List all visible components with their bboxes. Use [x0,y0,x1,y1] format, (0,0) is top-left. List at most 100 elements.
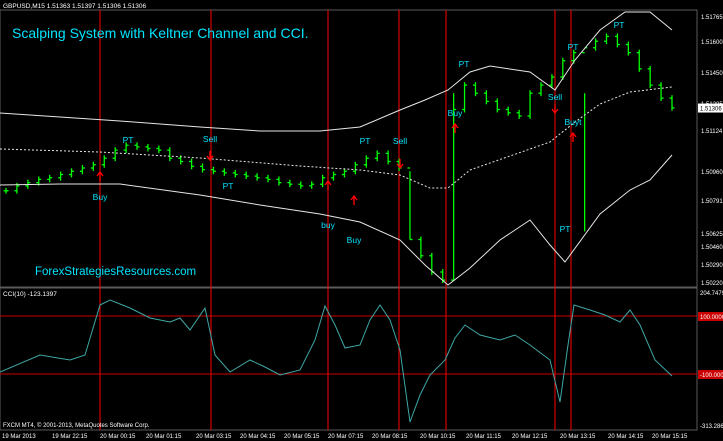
arrow-up-icon [324,179,332,190]
price-bar [331,171,337,181]
cci-level-box [698,312,723,321]
time-tick-label: 20 Mar 11:15 [466,434,502,440]
arrow-down-icon [396,159,404,170]
signal-buy: Buy [448,108,463,133]
time-tick-label: 19 Mar 22:15 [52,434,88,440]
price-tick-label: 1.51124 [701,129,723,135]
price-bar [200,163,206,173]
time-tick-label: 20 Mar 07:15 [328,434,364,440]
price-bar [483,90,489,105]
price-bars [3,33,675,284]
price-bar [494,98,500,113]
price-bar [210,166,216,175]
price-bar [79,165,85,175]
price-bar [265,174,271,183]
price-tick-label: 1.50460 [701,245,723,251]
signal-label: Sell [393,136,407,146]
price-bar [221,168,227,176]
price-bar [112,147,118,162]
price-bar [189,158,195,170]
time-tick-label: 20 Mar 01:15 [146,434,182,440]
price-bar [593,38,599,51]
price-bar [451,93,457,281]
cci-tick-label: -313.2863 [700,424,723,430]
time-tick-label: 20 Mar 05:15 [284,434,320,440]
price-bar [309,181,315,189]
price-bar [69,168,75,178]
cci-axis: 204.7479 100.0000 -100.0000 -313.2863 [698,291,723,430]
price-bar [385,150,391,165]
price-bar [276,176,282,186]
cci-line [0,299,673,423]
price-tick-label: 1.50220 [701,281,723,287]
keltner-upper-band [0,11,673,132]
signal-label: PT [614,20,625,30]
time-tick-label: 20 Mar 15:15 [652,434,688,440]
price-bar [625,41,631,56]
price-bar [549,74,555,89]
price-bar [320,174,326,188]
price-bar [516,109,522,119]
signal-label: PT [560,224,571,234]
cci-tick-label: 204.7479 [700,291,723,297]
price-bar [636,49,642,72]
time-tick-label: 20 Mar 14:15 [608,434,644,440]
price-bar [527,90,533,119]
signal-pt: PT [223,181,234,191]
time-tick-label: 20 Mar 12:15 [512,434,548,440]
price-tick-label: 1.50960 [701,170,723,176]
signal-buy: Buy [93,170,108,202]
price-bar [407,167,413,241]
signal-label: PT [360,136,371,146]
price-bar [614,33,620,48]
signal-lines [99,10,572,430]
time-tick-label: 20 Mar 13:15 [560,434,596,440]
signal-sell: Sell [203,134,217,162]
price-tick-label: 1.51600 [701,40,723,46]
signal-label: PT [123,135,134,145]
signal-buy: Buy [347,194,362,245]
time-axis: 19 Mar 2013 19 Mar 22:15 20 Mar 00:15 20 Ma… [2,434,688,440]
price-bar [58,171,64,181]
signal-pt: PT [360,136,371,146]
price-tick-label: 1.51450 [701,71,723,77]
time-tick-label: 20 Mar 04:15 [240,434,276,440]
signal-label: PT [459,59,470,69]
keltner-middle-line [0,86,673,189]
price-bar [658,82,664,102]
arrow-up-icon [350,194,358,205]
price-bar [101,155,107,168]
price-tick-label: 1.51765 [701,15,723,21]
arrow-up-icon [569,131,577,142]
arrow-down-icon [206,151,214,162]
price-bar [472,82,478,97]
footer-copyright: FXCM MT4, © 2001-2013, MetaQuotes Softwa… [3,422,150,429]
price-bar [418,236,424,259]
signal-label: Buy [93,192,108,202]
price-bar [232,169,238,178]
signal-sell: Sell [393,136,407,170]
price-bar [134,142,140,150]
signal-label: Sell [203,134,217,144]
cci-level-box [698,370,723,379]
time-tick-label: 20 Mar 03:15 [196,434,232,440]
price-tick-label: 1.50791 [701,199,723,205]
price-bar [538,82,544,97]
time-tick-label: 19 Mar 2013 [2,434,36,440]
cci-tick-label: -100.0000 [700,373,723,379]
signal-pt: PT [560,224,571,234]
time-tick-label: 20 Mar 10:15 [420,434,456,440]
signal-label: PT [223,181,234,191]
signal-pt: PT [568,42,579,52]
signal-label: Buyt [564,117,582,127]
signal-buy: Buyt [564,117,582,142]
signal-label: PT [568,42,579,52]
signal-label: Buy [347,235,362,245]
signal-pt: PT [614,20,625,30]
time-tick-label: 20 Mar 00:15 [100,434,136,440]
price-tick-label: 1.50625 [701,232,723,238]
price-bar [3,187,9,194]
price-bar [243,171,249,180]
price-bar [363,155,369,168]
